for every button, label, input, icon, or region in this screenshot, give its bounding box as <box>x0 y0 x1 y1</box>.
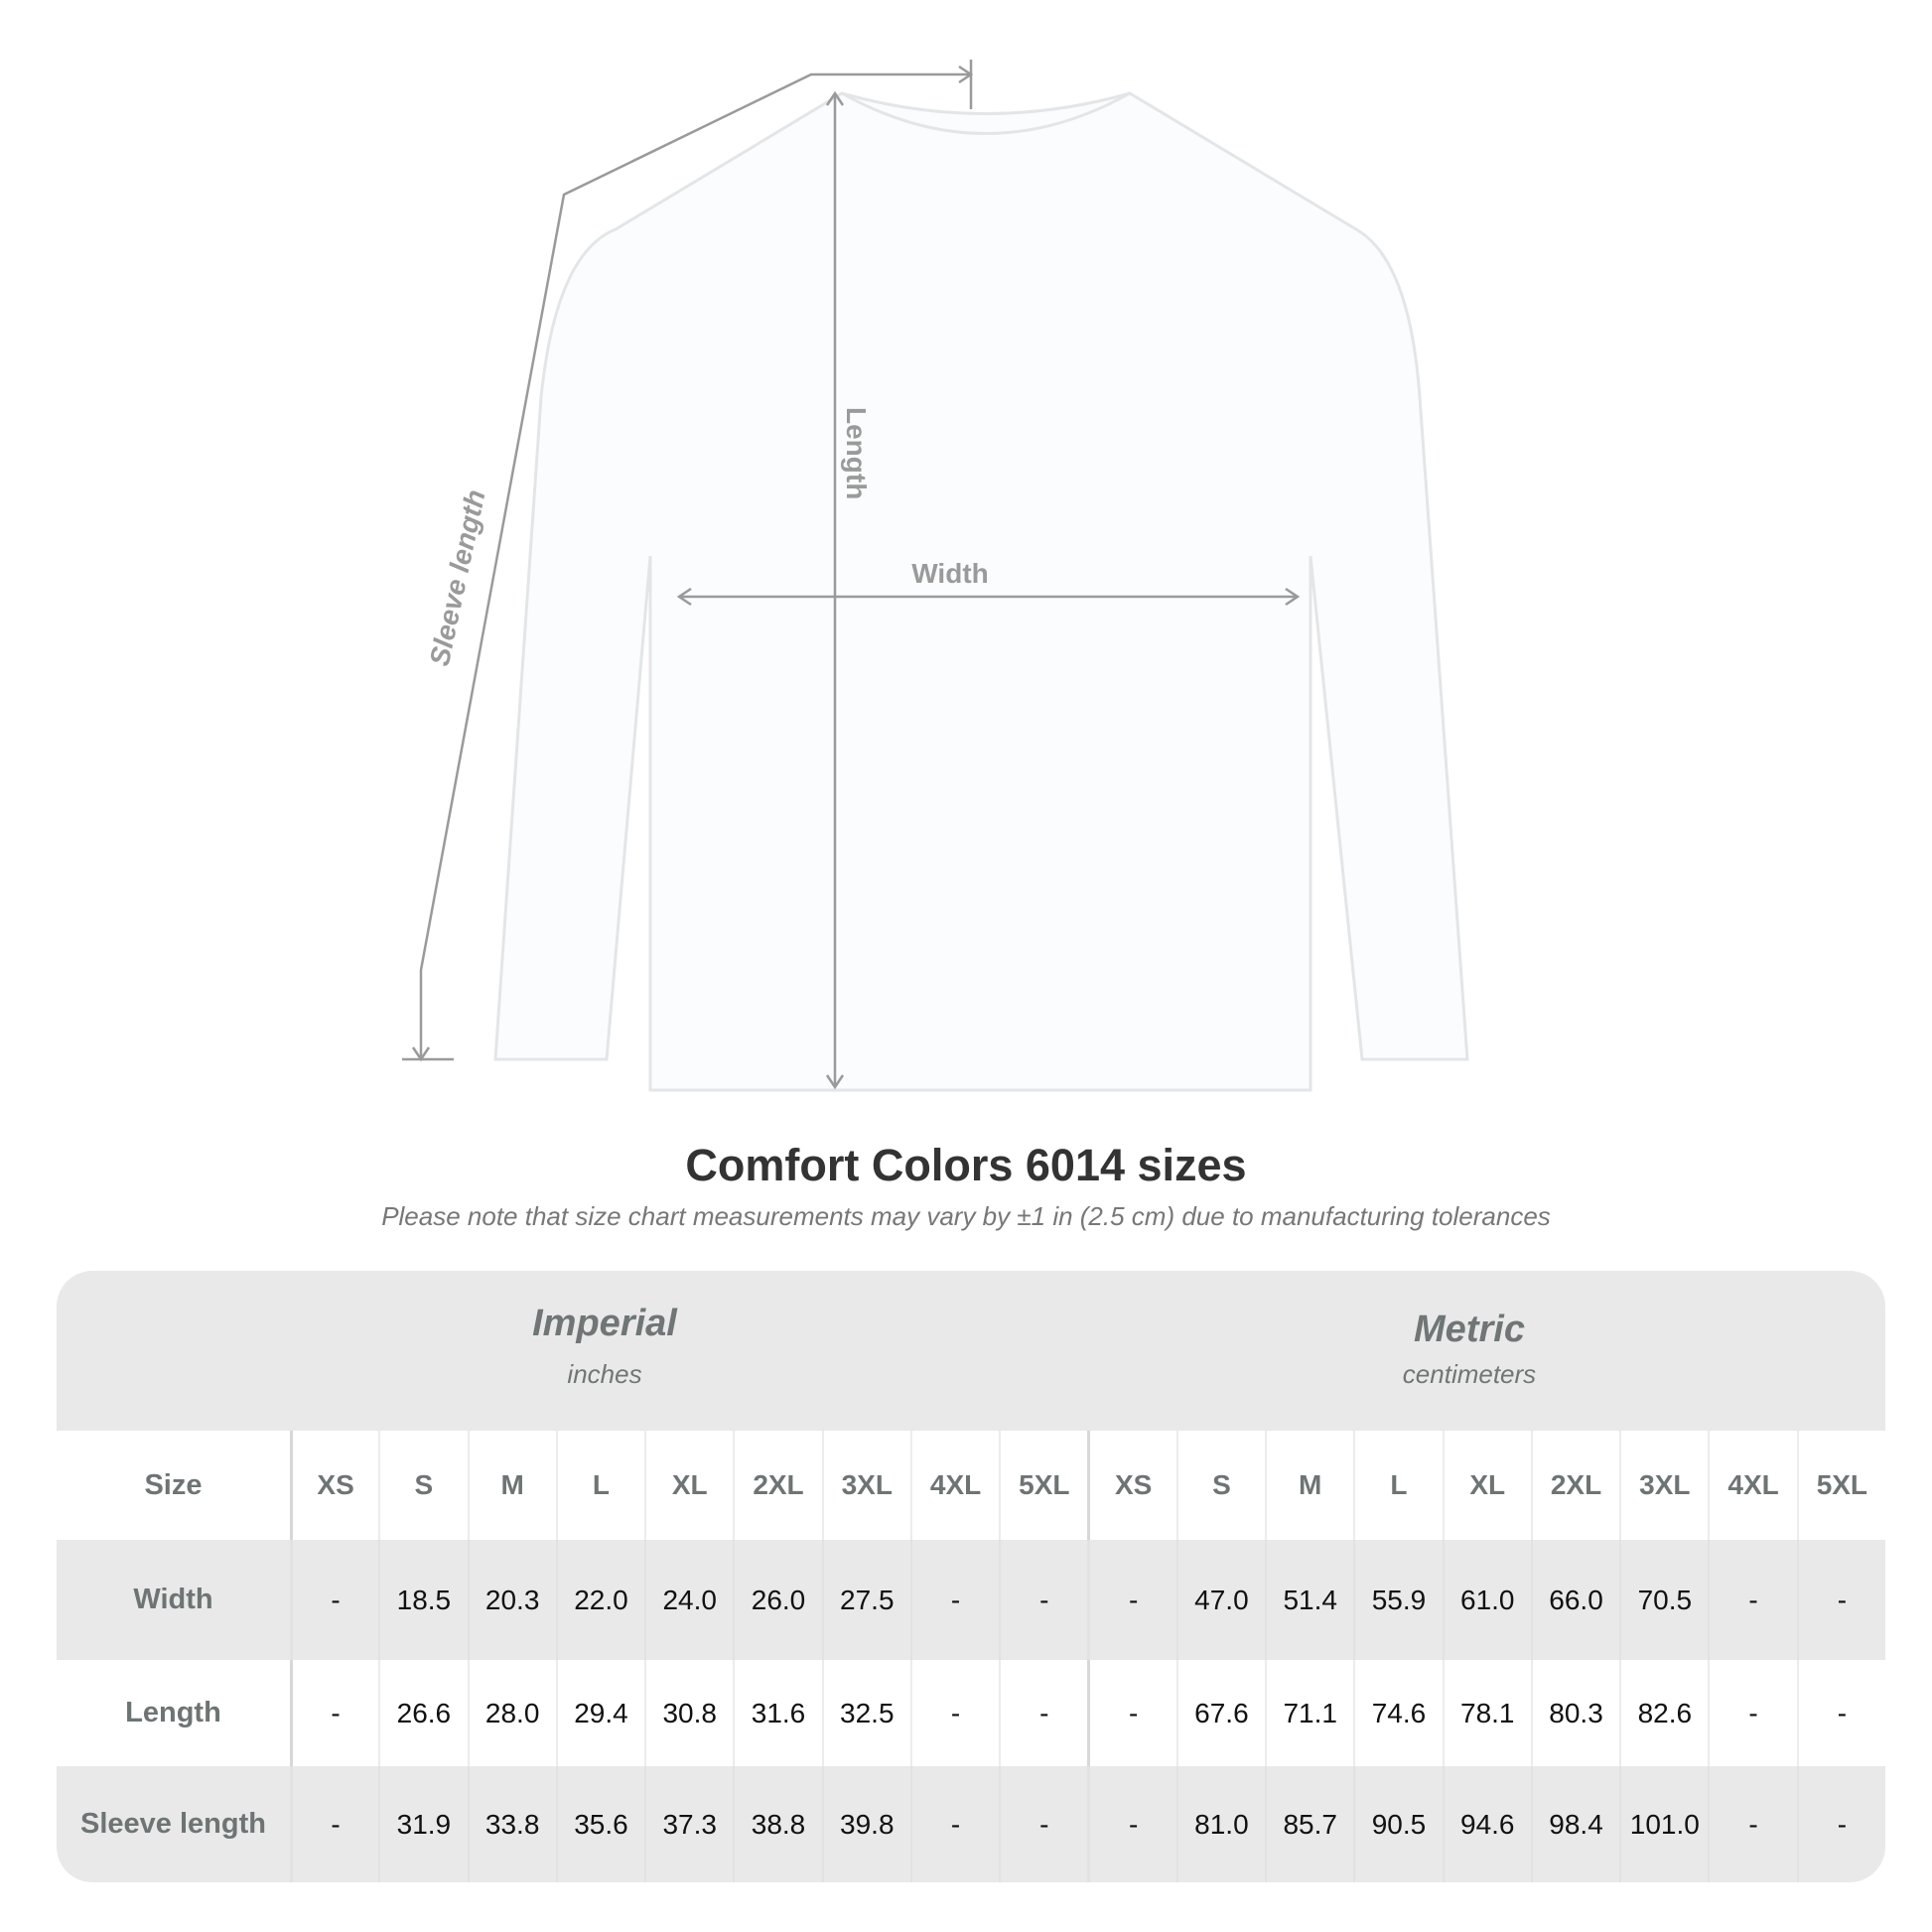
metric-unit: centimeters <box>1402 1359 1537 1389</box>
value-cell-metric: 78.1 <box>1442 1660 1531 1766</box>
size-header-metric: L <box>1353 1431 1442 1540</box>
size-header-metric: XL <box>1442 1431 1531 1540</box>
metric-header: Metric centimeters <box>1311 1309 1628 1390</box>
shirt-diagram: Length Width Sleeve length <box>402 60 1469 1092</box>
sleeve-length-line <box>419 72 971 1059</box>
page-title: Comfort Colors 6014 sizes <box>685 1140 1247 1190</box>
row-label: Length <box>125 1697 221 1728</box>
value-cell-imperial: - <box>999 1540 1087 1660</box>
value-cell-metric: - <box>1708 1766 1796 1882</box>
value-cell-metric: - <box>1087 1660 1175 1766</box>
size-header-imperial: XS <box>289 1431 378 1540</box>
imperial-title: Imperial <box>532 1303 677 1344</box>
value-cell-metric: - <box>1087 1766 1175 1882</box>
value-cell-imperial: 26.6 <box>378 1660 467 1766</box>
width-label: Width <box>911 558 989 589</box>
value-cell-imperial: - <box>999 1660 1087 1766</box>
value-cell-metric: 70.5 <box>1619 1540 1708 1660</box>
size-header-imperial: 4XL <box>909 1431 999 1540</box>
table-row: Width -18.5 20.3 22.0 24.0 26.0 27.5- - -47.0 51.… <box>57 1540 1885 1660</box>
value-cell-metric: 71.1 <box>1265 1660 1353 1766</box>
value-cell-imperial: 18.5 <box>378 1540 467 1660</box>
value-cell-imperial: 29.4 <box>555 1660 644 1766</box>
size-header-metric: 4XL <box>1708 1431 1796 1540</box>
value-cell-metric: 94.6 <box>1442 1766 1531 1882</box>
value-cell-imperial: - <box>909 1766 999 1882</box>
size-header-metric: XS <box>1087 1431 1175 1540</box>
value-cell-metric: - <box>1796 1766 1885 1882</box>
size-header-imperial: S <box>378 1431 467 1540</box>
value-cell-metric: 47.0 <box>1175 1540 1265 1660</box>
table-row: Sleeve length -31.9 33.8 35.6 37.3 38.8 39.8- -… <box>57 1766 1885 1882</box>
value-cell-metric: 74.6 <box>1353 1660 1442 1766</box>
value-cell-metric: 55.9 <box>1353 1540 1442 1660</box>
length-arrow-bottom <box>825 1074 845 1090</box>
value-cell-imperial: 35.6 <box>555 1766 644 1882</box>
value-cell-imperial: 28.0 <box>467 1660 556 1766</box>
value-cell-imperial: - <box>909 1660 999 1766</box>
metric-title: Metric <box>1414 1309 1525 1350</box>
value-cell-imperial: 31.6 <box>733 1660 821 1766</box>
table-row: Length -26.6 28.0 29.4 30.8 31.6 32.5- - -67.6 71… <box>57 1660 1885 1766</box>
size-header-metric: M <box>1265 1431 1353 1540</box>
size-header-metric: 2XL <box>1530 1431 1619 1540</box>
value-cell-imperial: 33.8 <box>467 1766 556 1882</box>
value-cell-imperial: 32.5 <box>821 1660 910 1766</box>
value-cell-imperial: - <box>289 1540 378 1660</box>
value-cell-imperial: 37.3 <box>644 1766 733 1882</box>
value-cell-metric: - <box>1796 1660 1885 1766</box>
width-arrow-right <box>1285 587 1301 607</box>
value-cell-imperial: 38.8 <box>733 1766 821 1882</box>
value-cell-metric: 51.4 <box>1265 1540 1353 1660</box>
value-cell-metric: - <box>1708 1660 1796 1766</box>
value-cell-imperial: 22.0 <box>555 1540 644 1660</box>
width-arrow-left <box>676 587 692 607</box>
value-cell-imperial: - <box>909 1540 999 1660</box>
value-cell-metric: 66.0 <box>1530 1540 1619 1660</box>
value-cell-metric: 90.5 <box>1353 1766 1442 1882</box>
size-header-imperial: 5XL <box>999 1431 1087 1540</box>
value-cell-metric: 67.6 <box>1175 1660 1265 1766</box>
value-cell-metric: 101.0 <box>1619 1766 1708 1882</box>
size-header-imperial: L <box>555 1431 644 1540</box>
size-header-imperial: M <box>467 1431 556 1540</box>
imperial-unit: inches <box>567 1359 642 1389</box>
size-header-imperial: 3XL <box>821 1431 910 1540</box>
value-cell-imperial: 20.3 <box>467 1540 556 1660</box>
value-cell-metric: 80.3 <box>1530 1660 1619 1766</box>
value-cell-imperial: - <box>999 1766 1087 1882</box>
row-label: Width <box>133 1584 213 1615</box>
value-cell-imperial: 27.5 <box>821 1540 910 1660</box>
value-cell-metric: - <box>1087 1540 1175 1660</box>
value-cell-metric: 98.4 <box>1530 1766 1619 1882</box>
value-cell-imperial: 31.9 <box>378 1766 467 1882</box>
long-sleeve-shirt <box>493 91 1469 1092</box>
tolerance-note: Please note that size chart measurements… <box>381 1201 1551 1231</box>
value-cell-metric: 61.0 <box>1442 1540 1531 1660</box>
value-cell-imperial: 30.8 <box>644 1660 733 1766</box>
value-cell-metric: - <box>1796 1540 1885 1660</box>
imperial-header: Imperial inches <box>446 1303 763 1390</box>
value-cell-imperial: - <box>289 1766 378 1882</box>
collar <box>841 91 1131 135</box>
value-cell-imperial: - <box>289 1660 378 1766</box>
size-header-metric: S <box>1175 1431 1265 1540</box>
size-chart-table: Imperial inches Metric centimeters Size X… <box>57 1271 1885 1882</box>
length-arrow-top <box>825 90 845 106</box>
size-header-metric: 3XL <box>1619 1431 1708 1540</box>
value-cell-metric: 85.7 <box>1265 1766 1353 1882</box>
size-header-row: Size XS S M L XL 2XL 3XL 4XL 5XL XS S M L XL 2XL 3XL 4XL 5… <box>57 1431 1885 1540</box>
value-cell-metric: 81.0 <box>1175 1766 1265 1882</box>
value-cell-metric: 82.6 <box>1619 1660 1708 1766</box>
row-label: Sleeve length <box>79 1808 266 1840</box>
row-label: Size <box>144 1468 203 1501</box>
value-cell-imperial: 24.0 <box>644 1540 733 1660</box>
value-cell-metric: - <box>1708 1540 1796 1660</box>
size-header-imperial: XL <box>644 1431 733 1540</box>
size-header-metric: 5XL <box>1796 1431 1885 1540</box>
value-cell-imperial: 26.0 <box>733 1540 821 1660</box>
length-label: Length <box>841 407 872 499</box>
value-cell-imperial: 39.8 <box>821 1766 910 1882</box>
size-header-imperial: 2XL <box>733 1431 821 1540</box>
